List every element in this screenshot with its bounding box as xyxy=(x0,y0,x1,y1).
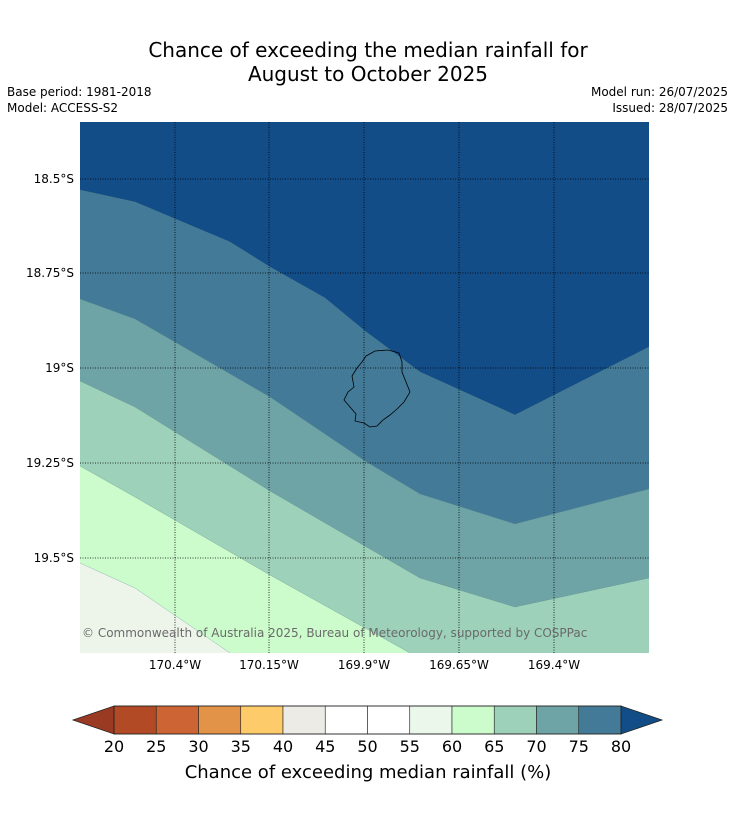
lon-label-169-65: 169.65°W xyxy=(429,658,489,672)
lon-label-170-4: 170.4°W xyxy=(149,658,201,672)
colorbar-cell xyxy=(324,705,368,735)
colorbar-frame xyxy=(113,705,622,735)
lat-label-18-5: 18.5°S xyxy=(34,172,74,186)
colorbar-cell xyxy=(451,705,495,735)
lon-label-169-9: 169.9°W xyxy=(338,658,390,672)
model-run: Model run: 26/07/2025 xyxy=(590,85,728,99)
graticule xyxy=(80,122,649,653)
meta-right: Model run: 26/07/2025 Issued: 28/07/2025 xyxy=(591,84,728,116)
title-line-1: Chance of exceeding the median rainfall … xyxy=(148,38,588,62)
colorbar-tick-label: 80 xyxy=(611,737,631,756)
lat-label-18-75: 18.75°S xyxy=(26,266,74,280)
colorbar-tick-label: 75 xyxy=(569,737,589,756)
lat-label-19: 19°S xyxy=(45,361,74,375)
colorbar-cell xyxy=(113,705,157,735)
colorbar-cell xyxy=(198,705,242,735)
colorbar: 20 25 30 35 40 45 50 55 60 65 70 75 80 Chance of exc… xyxy=(71,705,664,783)
colorbar-cell xyxy=(367,705,411,735)
longitude-labels: 170.4°W 170.15°W 169.9°W 169.65°W 169.4°… xyxy=(149,658,580,672)
contour-lines xyxy=(80,189,649,653)
colorbar-cell xyxy=(282,705,326,735)
lon-label-169-4: 169.4°W xyxy=(528,658,580,672)
colorbar-tick-label: 30 xyxy=(188,737,208,756)
latitude-labels: 18.5°S 18.75°S 19°S 19.25°S 19.5°S xyxy=(26,172,74,565)
colorbar-cell xyxy=(578,705,622,735)
colorbar-tick-label: 55 xyxy=(400,737,420,756)
lat-label-19-25: 19.25°S xyxy=(26,456,74,470)
colorbar-cell xyxy=(409,705,453,735)
colorbar-tick-label: 65 xyxy=(484,737,504,756)
band-over-80 xyxy=(80,122,649,415)
colorbar-cell xyxy=(536,705,580,735)
colorbar-cell xyxy=(240,705,284,735)
model-name: Model: ACCESS-S2 xyxy=(7,101,119,115)
base-period: Base period: 1981-2018 xyxy=(7,85,152,99)
issued-date: Issued: 28/07/2025 xyxy=(612,101,728,115)
colorbar-tick-label: 45 xyxy=(315,737,335,756)
chart-title: Chance of exceeding the median rainfall … xyxy=(0,38,736,86)
colorbar-cell xyxy=(155,705,199,735)
colorbar-under-arrow xyxy=(71,705,115,735)
lon-label-170-15: 170.15°W xyxy=(239,658,299,672)
lat-label-19-5: 19.5°S xyxy=(34,551,74,565)
colorbar-label: Chance of exceeding median rainfall (%) xyxy=(185,762,552,783)
copyright-notice: © Commonwealth of Australia 2025, Bureau… xyxy=(82,626,587,640)
colorbar-tick-label: 25 xyxy=(146,737,166,756)
map-area: © Commonwealth of Australia 2025, Bureau… xyxy=(80,122,649,653)
colorbar-tick-label: 60 xyxy=(442,737,462,756)
colorbar-cell xyxy=(493,705,537,735)
title-line-2: August to October 2025 xyxy=(247,62,489,86)
island-outline xyxy=(343,349,411,428)
colorbar-over-arrow xyxy=(620,705,664,735)
colorbar-tick-label: 20 xyxy=(104,737,124,756)
colorbar-tick-label: 35 xyxy=(231,737,251,756)
colorbar-tick-label: 50 xyxy=(357,737,377,756)
colorbar-tick-label: 70 xyxy=(526,737,546,756)
meta-left: Base period: 1981-2018 Model: ACCESS-S2 xyxy=(7,84,152,116)
colorbar-tick-label: 40 xyxy=(273,737,293,756)
